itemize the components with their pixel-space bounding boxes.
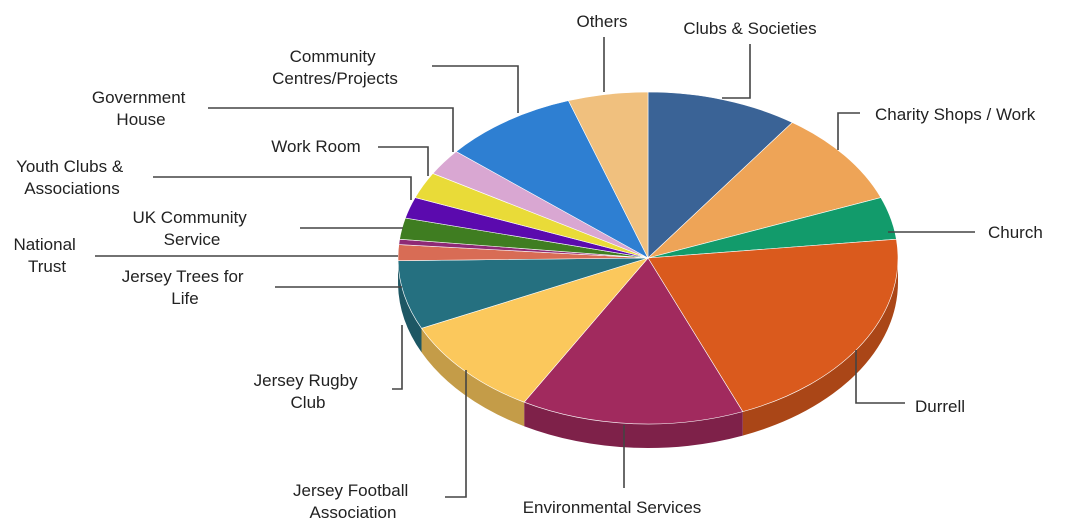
pie-side-durrell bbox=[742, 258, 899, 436]
label-environmental-services: Environmental Services bbox=[523, 498, 702, 517]
label-church: Church bbox=[988, 223, 1043, 242]
label-work-room: Work Room bbox=[271, 137, 360, 156]
pie-sides bbox=[398, 258, 899, 448]
pie-slice-clubs-societies bbox=[647, 91, 793, 259]
leader-line-durrell bbox=[855, 350, 905, 404]
leader-line-jersey-football bbox=[445, 370, 467, 498]
leader-line-work-room bbox=[378, 146, 429, 176]
pie-slice-charity-shops-work bbox=[647, 122, 882, 259]
pie-slices bbox=[397, 91, 899, 425]
pie-slice-others bbox=[567, 91, 649, 259]
slice-labels: Others Clubs & Societies Charity Shops /… bbox=[13, 12, 1042, 522]
pie-side-jersey-rugby-club bbox=[398, 260, 422, 353]
leader-line-charity-shops bbox=[837, 112, 860, 150]
label-durrell: Durrell bbox=[915, 397, 965, 416]
leader-line-clubs-societies bbox=[722, 44, 751, 99]
label-jersey-rugby: Jersey Rugby Club bbox=[254, 371, 363, 412]
pie-side-environmental-services bbox=[524, 402, 743, 448]
leader-line-community-centres bbox=[432, 65, 519, 113]
label-jersey-trees: Jersey Trees for Life bbox=[122, 267, 249, 308]
label-government-house: Government House bbox=[92, 88, 190, 129]
label-national-trust: National Trust bbox=[13, 235, 80, 276]
leader-line-youth-clubs bbox=[153, 176, 412, 200]
pie-side-jersey-football-association bbox=[421, 328, 525, 427]
leader-line-government-house bbox=[208, 107, 454, 152]
pie-slice-jersey-football-association bbox=[421, 257, 649, 403]
label-youth-clubs: Youth Clubs & Associations bbox=[16, 157, 128, 198]
label-others: Others bbox=[576, 12, 627, 31]
pie-slice-environmental-services bbox=[523, 257, 744, 425]
leader-lines bbox=[95, 37, 975, 498]
pie-slice-durrell bbox=[647, 238, 899, 412]
label-jersey-football: Jersey Football Association bbox=[293, 481, 413, 522]
leader-line-jersey-rugby bbox=[392, 325, 403, 390]
pie-slice-community-centres-projects bbox=[455, 100, 649, 259]
label-clubs-societies: Clubs & Societies bbox=[683, 19, 816, 38]
label-uk-community: UK Community Service bbox=[132, 208, 251, 249]
label-community-centres: Community Centres/Projects bbox=[272, 47, 398, 88]
label-charity-shops: Charity Shops / Work bbox=[875, 105, 1036, 124]
